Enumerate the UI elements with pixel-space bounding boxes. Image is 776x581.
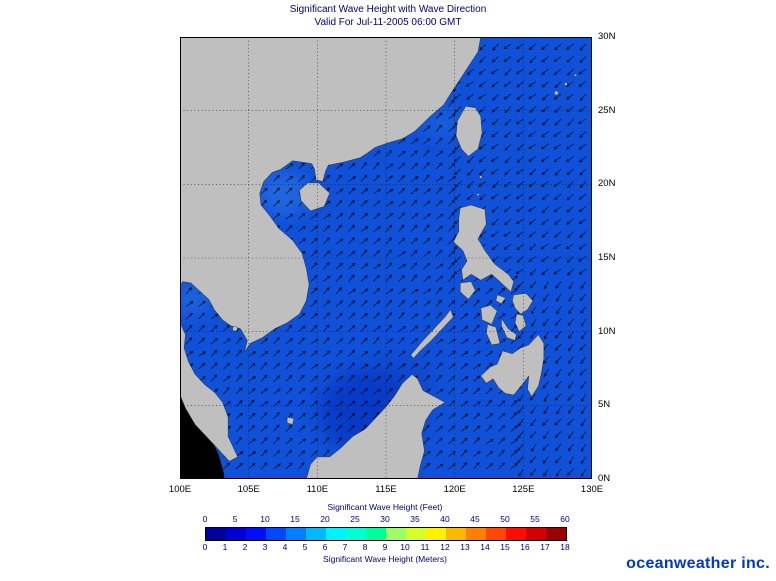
meter-tick-label: 13 xyxy=(460,542,470,552)
colorbar-segment xyxy=(266,528,286,540)
feet-tick-label: 20 xyxy=(320,514,330,524)
land-luzon xyxy=(452,204,514,293)
chart-valid-time: Valid For Jul-11-2005 06:00 GMT xyxy=(314,17,462,28)
colorbar-segment xyxy=(406,528,426,540)
colorbar-segment xyxy=(466,528,486,540)
land-palawan xyxy=(410,309,454,359)
small-island xyxy=(232,326,238,332)
small-island xyxy=(564,82,568,86)
lat-tick-label: 0N xyxy=(598,473,611,484)
feet-tick-label: 10 xyxy=(260,514,270,524)
feet-tick-label: 45 xyxy=(470,514,480,524)
feet-tick-label: 5 xyxy=(232,514,238,524)
land-mindanao xyxy=(480,334,545,397)
feet-tick-label: 50 xyxy=(500,514,510,524)
lon-tick-label: 115E xyxy=(375,484,397,495)
graticule xyxy=(180,37,592,479)
meter-tick-label: 3 xyxy=(262,542,268,552)
meter-tick-label: 14 xyxy=(480,542,490,552)
colorbar-segment xyxy=(526,528,546,540)
land-borneo xyxy=(306,374,446,479)
meter-tick-label: 9 xyxy=(382,542,388,552)
colorbar-segment xyxy=(486,528,506,540)
meter-tick-label: 10 xyxy=(400,542,410,552)
meter-tick-label: 17 xyxy=(540,542,550,552)
small-island xyxy=(574,73,577,77)
land-malay-peninsula xyxy=(180,322,239,462)
lat-tick-label: 20N xyxy=(598,178,616,190)
map-frame xyxy=(180,37,592,479)
land-cebu-bohol xyxy=(501,317,517,341)
chart-title: Significant Wave Height with Wave Direct… xyxy=(289,4,487,15)
small-island xyxy=(554,90,559,96)
meter-tick-label: 15 xyxy=(500,542,510,552)
lon-tick-label: 120E xyxy=(443,484,466,495)
colorbar-segment xyxy=(366,528,386,540)
colorbar-segment xyxy=(286,528,306,540)
feet-tick-label: 15 xyxy=(290,514,300,524)
colorbar-segment xyxy=(546,528,566,540)
feet-tick-label: 0 xyxy=(202,514,208,524)
wave-height-map xyxy=(180,37,592,479)
feet-tick-label: 35 xyxy=(410,514,420,524)
meter-tick-label: 8 xyxy=(362,542,368,552)
meter-tick-label: 18 xyxy=(560,542,570,552)
lat-tick-label: 25N xyxy=(598,104,616,116)
land-masbate xyxy=(495,294,506,305)
lat-tick-label: 5N xyxy=(598,399,611,411)
meter-tick-label: 7 xyxy=(342,542,348,552)
colorbar-segment xyxy=(226,528,246,540)
colorbar-segment xyxy=(326,528,346,540)
meter-tick-label: 2 xyxy=(242,542,248,552)
legend-title-meters: Significant Wave Height (Meters) xyxy=(323,554,447,564)
lat-tick-label: 15N xyxy=(598,252,616,263)
meter-tick-label: 16 xyxy=(520,542,530,552)
lon-tick-label: 130E xyxy=(580,484,604,495)
meter-tick-label: 12 xyxy=(440,542,450,552)
colorbar-segment xyxy=(506,528,526,540)
feet-tick-label: 40 xyxy=(440,514,450,524)
land-taiwan xyxy=(455,105,483,157)
lat-tick-label: 10N xyxy=(598,325,616,337)
meter-tick-label: 0 xyxy=(202,542,208,552)
meter-tick-label: 4 xyxy=(282,542,288,552)
colorbar-segment xyxy=(306,528,326,540)
feet-tick-label: 30 xyxy=(380,514,390,524)
colorbar-segment xyxy=(426,528,446,540)
small-island xyxy=(476,193,480,197)
feet-tick-label: 60 xyxy=(560,514,570,524)
land-panay xyxy=(480,304,498,325)
landmasses xyxy=(180,37,577,479)
lon-tick-label: 105E xyxy=(237,484,260,495)
land-hainan xyxy=(299,182,330,212)
land-natuna xyxy=(286,416,295,425)
lon-tick-label: 125E xyxy=(512,484,535,495)
colorbar-segment xyxy=(206,528,226,540)
meter-tick-label: 1 xyxy=(222,542,228,552)
colorbar-segment xyxy=(386,528,406,540)
feet-tick-label: 55 xyxy=(530,514,540,524)
meter-tick-label: 11 xyxy=(420,542,430,552)
small-island xyxy=(479,175,483,179)
colorbar-segment xyxy=(346,528,366,540)
colorbar xyxy=(205,527,567,541)
land-mindoro xyxy=(459,281,476,300)
meter-tick-label: 6 xyxy=(322,542,328,552)
lat-tick-label: 30N xyxy=(598,31,616,42)
meter-tick-label: 5 xyxy=(302,542,308,552)
land-samar xyxy=(512,293,534,315)
oceanweather-logo: oceanweather inc. xyxy=(626,555,770,572)
feet-tick-label: 25 xyxy=(350,514,360,524)
colorbar-segment xyxy=(246,528,266,540)
lon-tick-label: 110E xyxy=(306,484,329,495)
colorbar-segment xyxy=(446,528,466,540)
legend-title-feet: Significant Wave Height (Feet) xyxy=(327,502,443,512)
lon-tick-label: 100E xyxy=(168,484,192,495)
